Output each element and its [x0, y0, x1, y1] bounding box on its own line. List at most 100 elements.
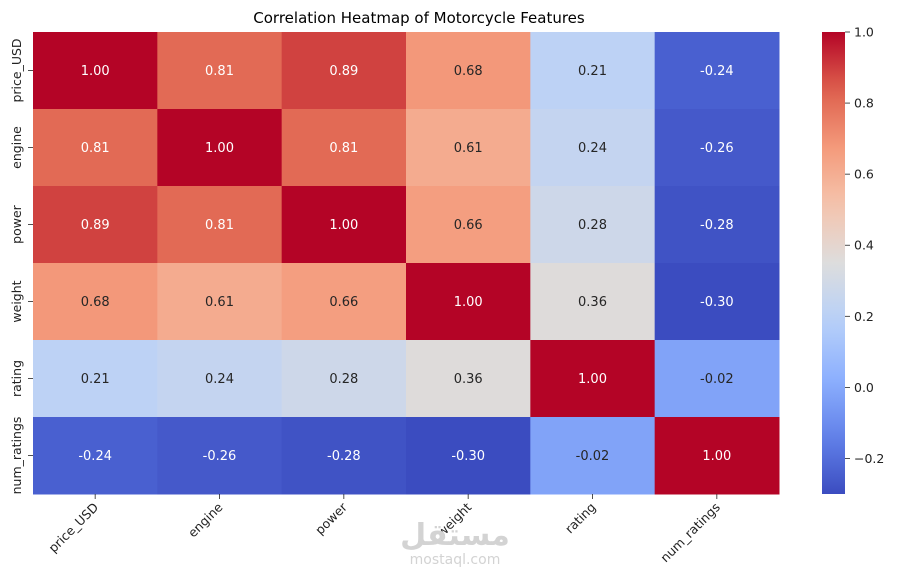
x-tick-label: rating: [562, 500, 599, 537]
cell-weight-rating: [530, 263, 656, 341]
cell-rating-engine: [157, 340, 283, 418]
cell-value: 0.21: [81, 372, 110, 387]
cell-value: 0.24: [578, 141, 607, 156]
cell-weight-weight: [406, 263, 531, 341]
cell-value: -0.26: [203, 449, 237, 464]
cell-value: 0.28: [329, 372, 358, 387]
colorbar-tick-label: 0.0: [854, 380, 874, 395]
cell-value: 1.00: [81, 64, 110, 79]
colorbar-tick-label: 0.4: [854, 238, 874, 253]
cell-value: 0.61: [454, 141, 483, 156]
cell-value: -0.30: [451, 449, 485, 464]
heatmap-cells: 1.00 0.81 0.89 0.68 0.21 -0.24 0.81 1.00 0.81 0.6…: [33, 32, 780, 495]
cell-power-price_USD: [33, 186, 158, 264]
cell-value: 0.68: [454, 64, 483, 79]
cell-value: -0.28: [327, 449, 361, 464]
cell-power-weight: [406, 186, 531, 264]
colorbar-tick-label: 0.8: [854, 96, 874, 111]
cell-rating-weight: [406, 340, 531, 418]
cell-num_ratings-engine: [157, 417, 283, 495]
y-tick-label: price_USD: [9, 38, 24, 102]
cell-value: -0.28: [700, 218, 734, 233]
cell-power-engine: [157, 186, 283, 264]
cell-price_USD-price_USD: [33, 32, 158, 110]
watermark-latin: mostaql.com: [409, 552, 501, 568]
y-tick-label: power: [9, 204, 24, 243]
x-tick-label: num_ratings: [657, 500, 723, 566]
x-axis: price_USD engine power weight rating num_rati…: [45, 494, 723, 565]
cell-value: -0.26: [700, 141, 734, 156]
cell-value: 0.61: [205, 295, 234, 310]
colorbar-gradient: [822, 32, 845, 494]
cell-engine-price_USD: [33, 109, 158, 187]
cell-value: 0.81: [329, 141, 358, 156]
cell-value: 0.81: [205, 64, 234, 79]
cell-price_USD-power: [281, 32, 407, 110]
chart-title: Correlation Heatmap of Motorcycle Featur…: [253, 9, 585, 27]
colorbar-tick-label: 1.0: [854, 25, 874, 40]
cell-value: -0.30: [700, 295, 734, 310]
cell-price_USD-engine: [157, 32, 283, 110]
x-tick-label: engine: [185, 499, 226, 540]
cell-weight-num_ratings: [654, 263, 780, 341]
cell-value: -0.24: [700, 64, 734, 79]
cell-value: 0.89: [81, 218, 110, 233]
colorbar-tick-label: 0.2: [854, 309, 874, 324]
cell-num_ratings-price_USD: [33, 417, 158, 495]
cell-price_USD-weight: [406, 32, 531, 110]
colorbar: −0.2 0.0 0.2 0.4 0.6 0.8 1.0: [822, 25, 884, 494]
cell-num_ratings-rating: [530, 417, 656, 495]
cell-value: 1.00: [205, 141, 234, 156]
cell-weight-price_USD: [33, 263, 158, 341]
x-tick-label: price_USD: [45, 500, 101, 556]
cell-power-power: [281, 186, 407, 264]
cell-rating-price_USD: [33, 340, 158, 418]
cell-price_USD-num_ratings: [654, 32, 780, 110]
cell-engine-power: [281, 109, 407, 187]
cell-num_ratings-power: [281, 417, 407, 495]
cell-value: 0.68: [81, 295, 110, 310]
colorbar-tick-label: 0.6: [854, 167, 874, 182]
cell-rating-num_ratings: [654, 340, 780, 418]
cell-value: 0.36: [454, 372, 483, 387]
y-tick-label: weight: [9, 280, 24, 322]
cell-price_USD-rating: [530, 32, 656, 110]
cell-value: 1.00: [702, 449, 731, 464]
cell-value: 0.66: [329, 295, 358, 310]
cell-engine-rating: [530, 109, 656, 187]
cell-weight-power: [281, 263, 407, 341]
y-tick-label: engine: [9, 126, 24, 169]
cell-num_ratings-num_ratings: [654, 417, 780, 495]
cell-value: -0.24: [78, 449, 112, 464]
x-tick-label: power: [312, 499, 351, 538]
watermark: مستقل mostaql.com: [400, 518, 510, 569]
cell-num_ratings-weight: [406, 417, 531, 495]
cell-value: -0.02: [576, 449, 610, 464]
cell-value: -0.02: [700, 372, 734, 387]
cell-engine-weight: [406, 109, 531, 187]
cell-value: 0.36: [578, 295, 607, 310]
cell-value: 0.81: [205, 218, 234, 233]
cell-power-rating: [530, 186, 656, 264]
cell-value: 0.81: [81, 141, 110, 156]
cell-power-num_ratings: [654, 186, 780, 264]
cell-value: 0.89: [329, 64, 358, 79]
watermark-arabic: مستقل: [400, 518, 510, 553]
cell-value: 0.24: [205, 372, 234, 387]
cell-engine-num_ratings: [654, 109, 780, 187]
cell-value: 0.28: [578, 218, 607, 233]
colorbar-tick-label: −0.2: [854, 451, 884, 466]
cell-weight-engine: [157, 263, 283, 341]
y-tick-label: num_ratings: [9, 417, 24, 495]
cell-rating-rating: [530, 340, 656, 418]
y-tick-label: rating: [9, 360, 24, 397]
cell-rating-power: [281, 340, 407, 418]
cell-value: 0.21: [578, 64, 607, 79]
cell-value: 1.00: [578, 372, 607, 387]
cell-value: 1.00: [329, 218, 358, 233]
cell-value: 0.66: [454, 218, 483, 233]
cell-engine-engine: [157, 109, 283, 187]
cell-value: 1.00: [454, 295, 483, 310]
